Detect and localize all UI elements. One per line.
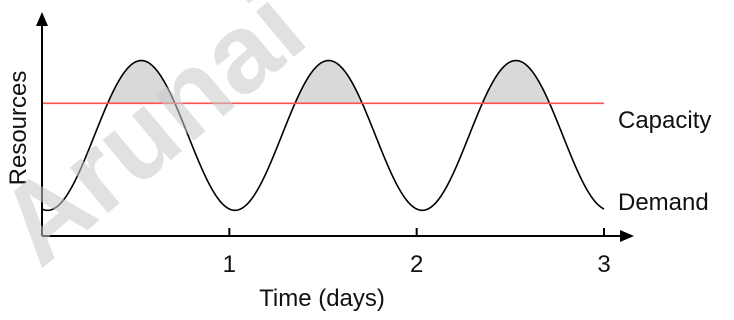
demand-series-line bbox=[41, 59, 605, 212]
axes bbox=[36, 12, 634, 242]
x-tick-label-3: 3 bbox=[597, 251, 610, 278]
x-tick-label-1: 1 bbox=[223, 251, 236, 278]
capacity-series-label: Capacity bbox=[618, 107, 711, 134]
y-axis-arrow bbox=[36, 12, 48, 26]
x-ticks: 1 2 3 bbox=[223, 228, 611, 278]
x-axis-label: Time (days) bbox=[259, 285, 385, 312]
demand-series-label: Demand bbox=[618, 189, 709, 216]
x-tick-label-2: 2 bbox=[410, 251, 423, 278]
shaded-region bbox=[108, 60, 175, 104]
y-axis-label: Resources bbox=[5, 71, 32, 186]
shaded-region bbox=[483, 60, 549, 104]
x-axis-arrow bbox=[620, 230, 634, 242]
shaded-region bbox=[295, 60, 362, 104]
shaded-regions bbox=[108, 60, 549, 104]
